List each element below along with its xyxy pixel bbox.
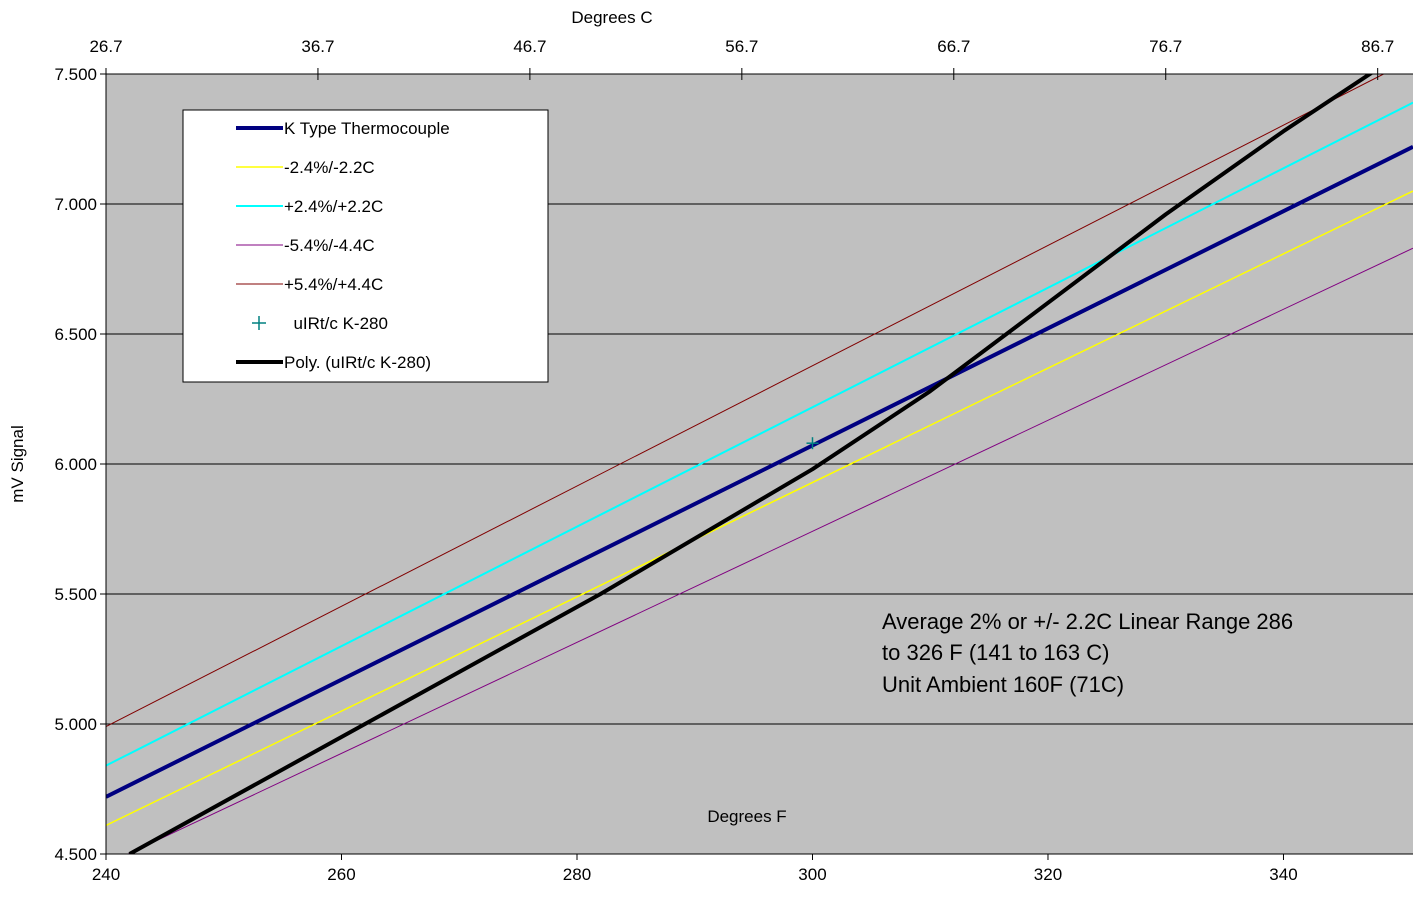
- y-axis-title: mV Signal: [8, 425, 27, 502]
- y-tick-label: 7.000: [54, 195, 97, 214]
- legend-label: Poly. (uIRt/c K-280): [284, 353, 431, 372]
- x-tick-label: 260: [327, 865, 355, 884]
- x2-tick-label: 86.7: [1361, 37, 1394, 56]
- x2-tick-label: 26.7: [89, 37, 122, 56]
- y-tick-label: 5.500: [54, 585, 97, 604]
- legend-label: K Type Thermocouple: [284, 119, 450, 138]
- y-tick-label: 7.500: [54, 65, 97, 84]
- legend-label: +5.4%/+4.4C: [284, 275, 383, 294]
- legend-box: [182, 109, 549, 383]
- legend-label: uIRt/c K-280: [284, 314, 388, 333]
- series-marker-uirt-c-k-280: [806, 437, 819, 450]
- x-tick-label: 320: [1034, 865, 1062, 884]
- series-line-poly-uirt-c-k-280: [128, 74, 1374, 854]
- legend-label: +2.4%/+2.2C: [284, 197, 383, 216]
- legend-item-uirt-c-k-280: uIRt/c K-280: [252, 314, 388, 333]
- series-line-5-4-4-4c: [126, 247, 1413, 854]
- legend-item-2-4-2-2c: -2.4%/-2.2C: [236, 158, 375, 177]
- annotation-text: Average 2% or +/- 2.2C Linear Range 286 …: [882, 609, 1293, 697]
- x2-axis-title: Degrees C: [571, 8, 652, 27]
- x-axis-title: Degrees F: [707, 807, 786, 826]
- y-tick-label: 5.000: [54, 715, 97, 734]
- legend-items: K Type Thermocouple -2.4%/-2.2C +2.4%/+2.2…: [236, 119, 450, 372]
- x2-tick-label: 66.7: [937, 37, 970, 56]
- annotation-line-3: Unit Ambient 160F (71C): [882, 672, 1124, 697]
- legend-item-5-4-4-4c: +5.4%/+4.4C: [236, 275, 383, 294]
- legend-item-2-4-2-2c: +2.4%/+2.2C: [236, 197, 383, 216]
- x2-tick-label: 76.7: [1149, 37, 1182, 56]
- annotation-line-1: Average 2% or +/- 2.2C Linear Range 286: [882, 609, 1293, 634]
- x-tick-label: 280: [563, 865, 591, 884]
- legend-item-5-4-4-4c: -5.4%/-4.4C: [236, 236, 375, 255]
- y-tick-label: 6.500: [54, 325, 97, 344]
- series-line-5-4-4-4c: [106, 74, 1384, 728]
- legend: K Type Thermocouple -2.4%/-2.2C +2.4%/+2.2…: [182, 109, 549, 383]
- series-line-2-4-2-2c: [106, 190, 1413, 827]
- x2-axis-ticks: 26.736.746.756.766.776.786.796.7106.7116…: [89, 37, 1394, 80]
- series-line-k-type-thermocouple: [106, 145, 1413, 799]
- x2-tick-label: 36.7: [301, 37, 334, 56]
- annotation-line-2: to 326 F (141 to 163 C): [882, 640, 1109, 665]
- y-tick-label: 4.500: [54, 845, 97, 864]
- legend-item-k-type-thermocouple: K Type Thermocouple: [236, 119, 450, 138]
- legend-label: -2.4%/-2.2C: [284, 158, 375, 177]
- series-line-2-4-2-2c: [106, 101, 1413, 767]
- x-tick-label: 300: [798, 865, 826, 884]
- x-axis-ticks: 240 260 280 300 320 340: [92, 854, 1298, 884]
- x-tick-label: 340: [1269, 865, 1297, 884]
- x-tick-label: 240: [92, 865, 120, 884]
- y-axis-ticks: 4.500 5.000 5.500 6.000 6.500 7.000 7.500: [54, 65, 106, 864]
- legend-label: -5.4%/-4.4C: [284, 236, 375, 255]
- x2-tick-label: 56.7: [725, 37, 758, 56]
- y-tick-label: 6.000: [54, 455, 97, 474]
- x2-tick-label: 46.7: [513, 37, 546, 56]
- legend-item-poly-uirt-c-k-280: Poly. (uIRt/c K-280): [236, 353, 431, 372]
- series-layer: [106, 74, 1413, 854]
